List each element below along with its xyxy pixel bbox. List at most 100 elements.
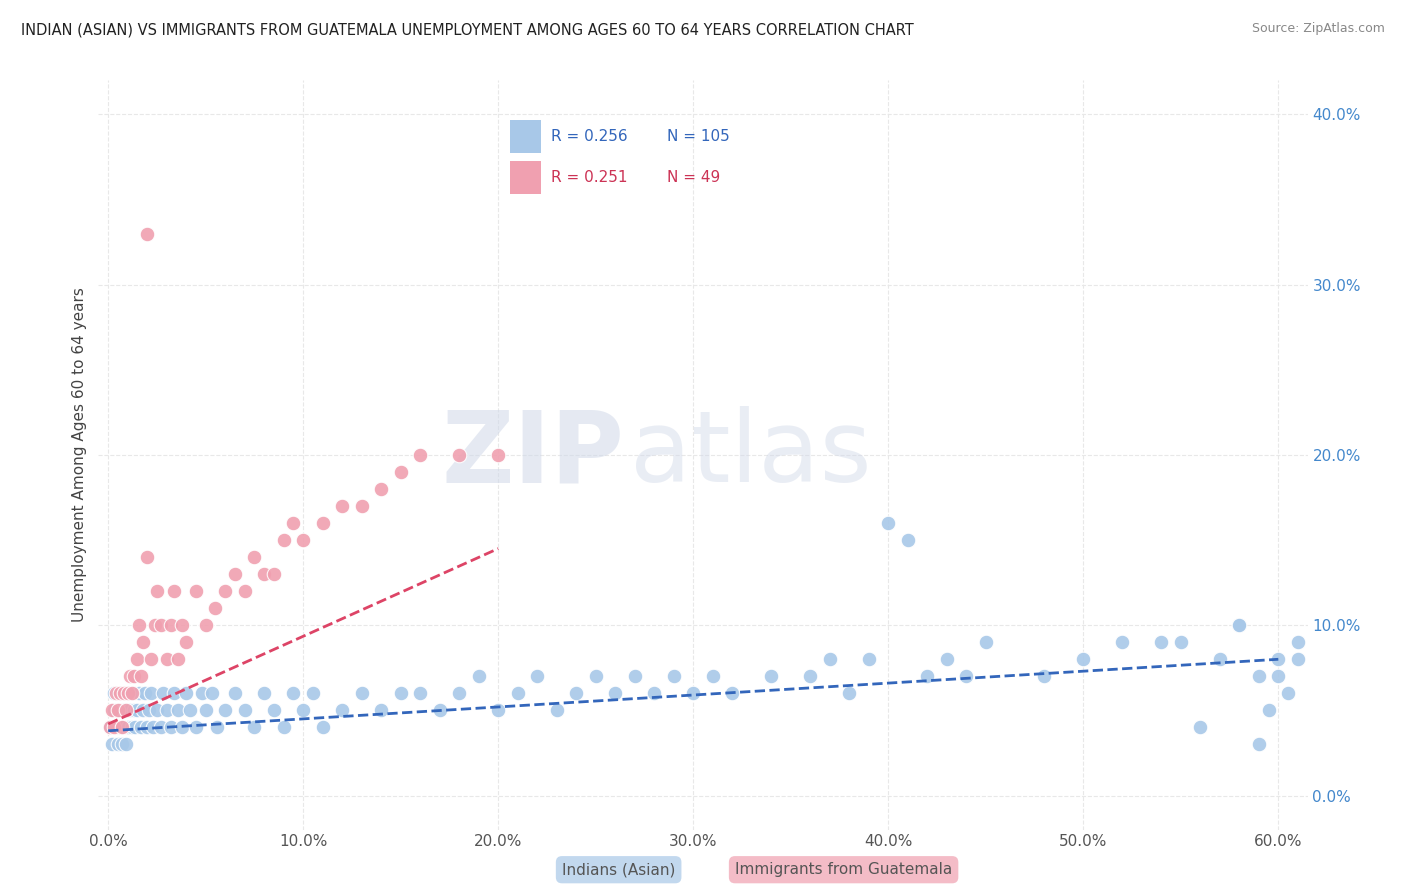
Point: [1267, 652, 1289, 666]
Point: [103, 703, 125, 717]
Point: [111, 738, 134, 752]
Point: [1170, 635, 1192, 649]
Point: [107, 703, 129, 717]
Point: [370, 482, 392, 496]
Point: [136, 550, 159, 565]
Point: [104, 720, 127, 734]
Point: [283, 686, 305, 700]
Point: [174, 686, 197, 700]
Point: [605, 686, 627, 700]
Point: [243, 720, 266, 734]
Point: [1247, 669, 1270, 683]
Point: [292, 703, 315, 717]
Point: [486, 448, 509, 462]
Point: [1227, 618, 1250, 632]
Point: [132, 635, 155, 649]
Point: [1111, 635, 1133, 649]
Point: [136, 720, 159, 734]
Point: [1033, 669, 1056, 683]
Point: [112, 720, 135, 734]
Point: [128, 686, 150, 700]
Point: [273, 533, 295, 547]
Point: [302, 686, 325, 700]
Point: [143, 618, 166, 632]
Point: [107, 686, 129, 700]
Point: [156, 703, 179, 717]
Point: [1209, 652, 1232, 666]
Point: [955, 669, 977, 683]
Point: [263, 703, 285, 717]
Point: [179, 703, 201, 717]
Point: [409, 686, 432, 700]
Point: [112, 686, 135, 700]
Point: [292, 533, 315, 547]
Point: [117, 720, 139, 734]
Point: [643, 686, 665, 700]
Point: [184, 720, 207, 734]
Point: [467, 669, 489, 683]
Point: [98, 720, 121, 734]
Point: [101, 738, 124, 752]
Point: [111, 686, 134, 700]
Point: [127, 703, 149, 717]
Point: [243, 550, 266, 565]
Point: [224, 686, 246, 700]
Point: [486, 703, 509, 717]
Point: [207, 720, 229, 734]
Point: [98, 720, 121, 734]
Point: [506, 686, 529, 700]
Point: [263, 567, 285, 582]
Text: Source: ZipAtlas.com: Source: ZipAtlas.com: [1251, 22, 1385, 36]
Point: [233, 584, 256, 599]
Point: [449, 448, 471, 462]
Point: [101, 703, 124, 717]
Point: [104, 686, 127, 700]
Point: [103, 686, 125, 700]
Point: [935, 652, 957, 666]
Point: [623, 669, 645, 683]
Point: [121, 686, 143, 700]
Point: [1227, 618, 1250, 632]
Point: [156, 652, 179, 666]
Point: [1150, 635, 1173, 649]
Point: [131, 669, 153, 683]
Point: [132, 703, 155, 717]
Point: [117, 686, 139, 700]
Point: [200, 686, 222, 700]
Point: [163, 686, 186, 700]
Point: [159, 720, 181, 734]
Point: [1267, 669, 1289, 683]
Point: [429, 703, 451, 717]
Point: [1189, 720, 1212, 734]
Point: [204, 601, 226, 615]
Point: [163, 584, 186, 599]
Point: [409, 448, 432, 462]
Point: [184, 584, 207, 599]
Point: [152, 686, 174, 700]
Point: [194, 703, 217, 717]
Point: [112, 703, 135, 717]
Point: [721, 686, 744, 700]
Point: [131, 720, 153, 734]
Point: [330, 703, 353, 717]
Point: [877, 516, 900, 530]
Point: [1286, 652, 1309, 666]
Point: [194, 618, 217, 632]
Point: [118, 703, 141, 717]
Point: [103, 720, 125, 734]
Point: [449, 686, 471, 700]
Point: [139, 686, 162, 700]
Point: [167, 703, 190, 717]
Point: [253, 567, 276, 582]
Y-axis label: Unemployment Among Ages 60 to 64 years: Unemployment Among Ages 60 to 64 years: [72, 287, 87, 623]
Point: [191, 686, 214, 700]
Point: [1247, 738, 1270, 752]
Point: [350, 686, 373, 700]
Point: [1277, 686, 1299, 700]
Text: Indians (Asian): Indians (Asian): [562, 863, 675, 877]
Point: [224, 567, 246, 582]
Point: [172, 618, 194, 632]
Point: [159, 618, 181, 632]
Point: [121, 686, 143, 700]
Point: [114, 703, 136, 717]
